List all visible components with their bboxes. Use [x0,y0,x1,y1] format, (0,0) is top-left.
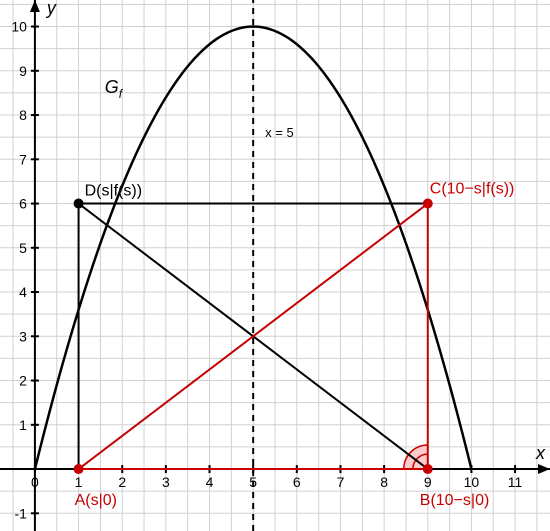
y-tick-label: 8 [19,107,27,123]
coordinate-chart: 01234567891011-112345678910xy x = 5GfA(s… [0,0,550,531]
point-D [74,199,83,208]
x-tick-label: 11 [508,474,523,490]
y-tick-label: 9 [19,63,27,79]
x-tick-label: 6 [293,474,301,490]
y-tick-label: 4 [19,284,27,300]
x-tick-label: 10 [464,474,480,490]
curve-label: Gf [105,77,124,101]
point-C [423,199,432,208]
y-tick-label: 1 [19,417,27,433]
point-B [423,465,432,474]
x-tick-label: 4 [206,474,214,490]
x-tick-label: 9 [424,474,432,490]
y-tick-label: 10 [11,19,27,35]
y-axis-label: y [45,0,57,18]
point-label-D: D(s|f(s)) [85,183,142,200]
x-axis-label: x [535,443,546,463]
symmetry-label: x = 5 [265,125,294,140]
x-tick-label: 7 [337,474,345,490]
point-label-B: B(10−s|0) [420,492,490,509]
y-tick-label: 5 [19,240,27,256]
x-tick-label: 8 [380,474,388,490]
point-label-A: A(s|0) [75,492,117,509]
y-tick-label: 2 [19,373,27,389]
point-label-C: C(10−s|f(s)) [430,181,515,198]
point-A [74,465,83,474]
x-tick-label: 2 [118,474,126,490]
x-tick-label: 1 [75,474,83,490]
y-tick-label: 6 [19,196,27,212]
y-tick-label: 7 [19,151,27,167]
x-tick-label: 0 [31,474,39,490]
y-tick-label: 3 [19,328,27,344]
y-tick-label: -1 [14,505,27,521]
x-tick-label: 3 [162,474,170,490]
